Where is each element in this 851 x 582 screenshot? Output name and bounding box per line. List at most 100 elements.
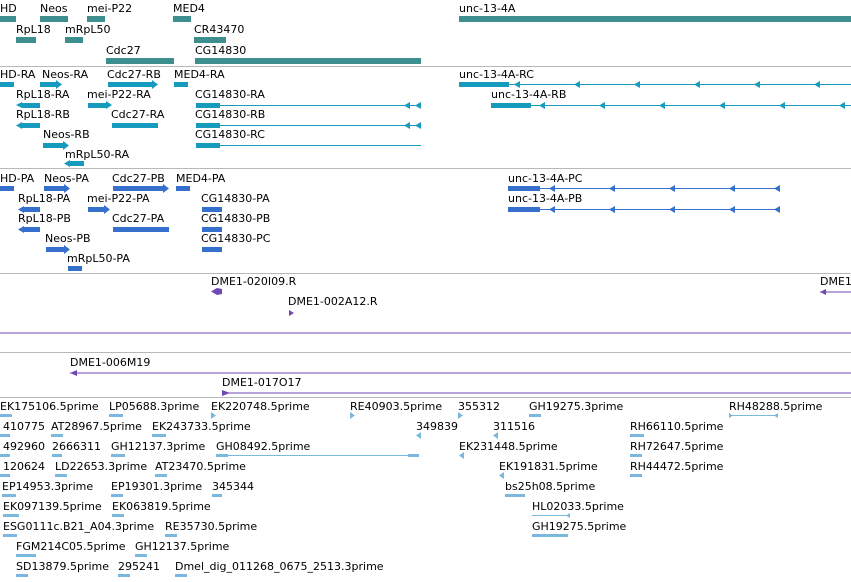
gene-glyph-mei-p22[interactable]: [87, 16, 105, 22]
gene-label-hd[interactable]: HD: [0, 2, 17, 15]
transcript-glyph-cdc27-rb[interactable]: [108, 80, 158, 89]
est-label-ek175106[interactable]: EK175106.5prime: [0, 400, 99, 413]
transcript-label-neos-rb[interactable]: Neos-RB: [43, 128, 90, 141]
est-glyph-hl02033[interactable]: [532, 513, 570, 518]
est-label-311516[interactable]: 311516: [493, 420, 535, 433]
est-glyph-sd13879[interactable]: [16, 574, 28, 577]
transcript-label-cg14830-rb[interactable]: CG14830-RB: [195, 108, 266, 121]
clone-glyph-dme1-017o17-head[interactable]: [222, 390, 230, 396]
est-glyph-2666311[interactable]: [52, 454, 62, 457]
est-glyph-ek097139[interactable]: [3, 514, 19, 517]
est-label-esg0111c[interactable]: ESG0111c.B21_A04.3prime: [3, 520, 155, 533]
transcript-label-cg14830-rc[interactable]: CG14830-RC: [195, 128, 265, 141]
protein-label-cdc27-pb[interactable]: Cdc27-PB: [112, 172, 165, 185]
gene-label-cdc27[interactable]: Cdc27: [106, 44, 141, 57]
est-glyph-rh44472[interactable]: [630, 474, 642, 477]
est-label-rh44472[interactable]: RH44472.5prime: [630, 460, 724, 473]
est-glyph-esg0111c[interactable]: [3, 534, 17, 537]
transcript-glyph-rpl18-ra[interactable]: [16, 102, 40, 108]
gene-glyph-unc-13-4a[interactable]: [459, 16, 851, 22]
est-label-ep19301[interactable]: EP19301.3prime: [111, 480, 203, 493]
est-label-bs25h08[interactable]: bs25h08.5prime: [505, 480, 596, 493]
est-label-ek097139[interactable]: EK097139.5prime: [3, 500, 102, 513]
clone-label-dme1-017o17[interactable]: DME1-017O17: [222, 376, 302, 389]
est-label-rh66110[interactable]: RH66110.5prime: [630, 420, 724, 433]
est-label-lp05688[interactable]: LP05688.3prime: [109, 400, 200, 413]
est-label-ld22653[interactable]: LD22653.3prime: [55, 460, 148, 473]
est-label-ek220748[interactable]: EK220748.5prime: [211, 400, 310, 413]
est-glyph-rh72647[interactable]: [630, 454, 642, 457]
protein-label-cg14830-pc[interactable]: CG14830-PC: [201, 232, 271, 245]
protein-label-unc-13-4a-pc[interactable]: unc-13-4A-PC: [508, 172, 583, 185]
est-glyph-gh08492[interactable]: [216, 454, 419, 457]
est-label-ek231448[interactable]: EK231448.5prime: [459, 440, 558, 453]
protein-glyph-mrpl50-pa[interactable]: [68, 266, 82, 271]
transcript-glyph-mrpl50-ra[interactable]: [64, 160, 84, 167]
est-glyph-gh19275-5[interactable]: [532, 534, 568, 537]
protein-label-mei-p22-pa[interactable]: mei-P22-PA: [87, 192, 150, 205]
gene-glyph-rpl18[interactable]: [16, 37, 36, 43]
gene-glyph-med4[interactable]: [173, 16, 191, 22]
gene-glyph-cg14830[interactable]: [195, 58, 421, 64]
est-glyph-gh12137-5[interactable]: [135, 554, 147, 557]
est-label-at23470[interactable]: AT23470.5prime: [155, 460, 246, 473]
est-glyph-ek063819[interactable]: [112, 514, 124, 517]
est-glyph-ek231448[interactable]: [459, 452, 464, 459]
est-label-2666311[interactable]: 2666311: [52, 440, 101, 453]
transcript-label-med4-ra[interactable]: MED4-RA: [174, 68, 225, 81]
protein-glyph-unc-13-4a-pb[interactable]: [508, 206, 780, 213]
protein-glyph-cg14830-pc[interactable]: [202, 247, 222, 252]
est-glyph-gh19275-3[interactable]: [529, 414, 541, 417]
protein-label-cg14830-pa[interactable]: CG14830-PA: [201, 192, 270, 205]
clone-glyph-dme1-head[interactable]: [820, 289, 826, 295]
est-glyph-345344[interactable]: [212, 494, 222, 497]
clone-label-dme1-006m19[interactable]: DME1-006M19: [70, 356, 151, 369]
transcript-label-cdc27-ra[interactable]: Cdc27-RA: [111, 108, 165, 121]
est-label-120624[interactable]: 120624: [3, 460, 45, 473]
gene-glyph-cdc27[interactable]: [106, 58, 174, 64]
gene-label-med4[interactable]: MED4: [173, 2, 205, 15]
gene-label-rpl18[interactable]: RpL18: [16, 23, 51, 36]
gene-glyph-neos[interactable]: [40, 16, 68, 22]
est-label-355312[interactable]: 355312: [458, 400, 500, 413]
est-glyph-at23470[interactable]: [155, 474, 167, 477]
est-label-gh08492[interactable]: GH08492.5prime: [216, 440, 311, 453]
est-label-gh12137-5[interactable]: GH12137.5prime: [135, 540, 230, 553]
est-label-hl02033[interactable]: HL02033.5prime: [532, 500, 624, 513]
protein-glyph-rpl18-pa[interactable]: [18, 206, 40, 213]
est-glyph-ep14953[interactable]: [2, 494, 16, 497]
transcript-glyph-neos-ra[interactable]: [40, 80, 62, 89]
gene-glyph-hd[interactable]: [0, 16, 16, 22]
est-label-at28967[interactable]: AT28967.5prime: [51, 420, 142, 433]
est-label-rh48288[interactable]: RH48288.5prime: [729, 400, 823, 413]
est-glyph-492960[interactable]: [0, 454, 10, 457]
transcript-glyph-cg14830-rc[interactable]: [196, 143, 421, 148]
est-glyph-410775[interactable]: [0, 434, 10, 437]
transcript-label-rpl18-ra[interactable]: RpL18-RA: [16, 88, 70, 101]
est-glyph-bs25h08[interactable]: [505, 494, 525, 497]
protein-label-rpl18-pa[interactable]: RpL18-PA: [18, 192, 71, 205]
est-label-sd13879[interactable]: SD13879.5prime: [16, 560, 109, 573]
est-label-gh19275-5[interactable]: GH19275.5prime: [532, 520, 627, 533]
transcript-label-unc-13-4a-rc[interactable]: unc-13-4A-RC: [459, 68, 534, 81]
gene-label-unc-13-4a[interactable]: unc-13-4A: [459, 2, 516, 15]
gene-glyph-mrpl50[interactable]: [65, 37, 83, 43]
transcript-label-rpl18-rb[interactable]: RpL18-RB: [16, 108, 70, 121]
transcript-label-unc-13-4a-rb[interactable]: unc-13-4A-RB: [491, 88, 567, 101]
protein-label-hd-pa[interactable]: HD-PA: [0, 172, 35, 185]
transcript-glyph-cdc27-ra[interactable]: [112, 123, 158, 128]
transcript-glyph-med4-ra[interactable]: [174, 82, 188, 87]
est-glyph-349839[interactable]: [416, 432, 421, 439]
clone-label-dme1-020i09-r[interactable]: DME1-020I09.R: [211, 275, 297, 288]
gene-label-mei-p22[interactable]: mei-P22: [87, 2, 133, 15]
est-glyph-rh66110[interactable]: [630, 434, 644, 437]
protein-glyph-cdc27-pa[interactable]: [113, 227, 169, 232]
est-label-gh12137-3[interactable]: GH12137.3prime: [111, 440, 206, 453]
est-label-re35730[interactable]: RE35730.5prime: [165, 520, 258, 533]
gene-label-cg14830[interactable]: CG14830: [195, 44, 247, 57]
est-glyph-ld22653[interactable]: [55, 474, 67, 477]
est-glyph-re35730[interactable]: [165, 534, 177, 537]
protein-label-neos-pb[interactable]: Neos-PB: [45, 232, 91, 245]
est-glyph-ep19301[interactable]: [111, 494, 123, 497]
gene-label-neos[interactable]: Neos: [40, 2, 68, 15]
